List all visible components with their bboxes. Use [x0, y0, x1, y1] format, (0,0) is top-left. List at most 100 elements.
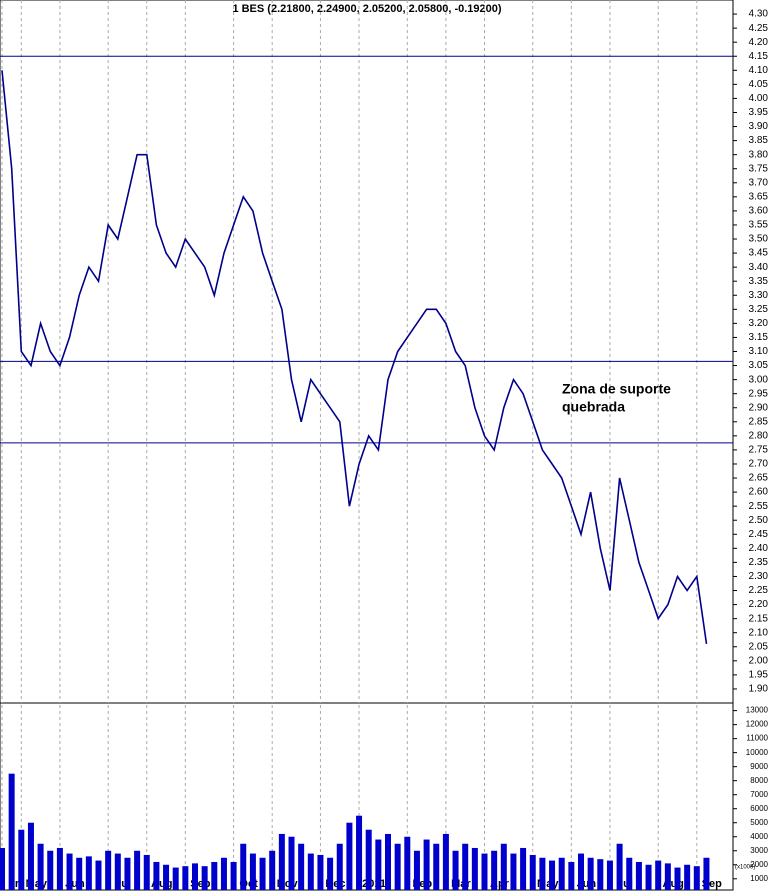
volume-bar [249, 853, 256, 890]
y-tick-label: 2.25 [749, 585, 769, 596]
volume-bar [288, 836, 295, 890]
volume-bar [56, 847, 63, 890]
y-tick-label: 2.15 [749, 613, 769, 624]
y-tick-label: 2.05 [749, 641, 769, 652]
y-tick-label: 3000 [750, 846, 768, 855]
y-tick-label: 3.55 [749, 220, 769, 231]
volume-bar [163, 864, 170, 890]
volume-bar [558, 857, 565, 890]
chart-title: 1 BES (2.21800, 2.24900, 2.05200, 2.0580… [232, 3, 501, 15]
y-tick-label: 4.20 [749, 37, 769, 48]
y-tick-label: 2.60 [749, 487, 769, 498]
volume-bar [385, 833, 391, 890]
y-tick-label: 2.55 [749, 501, 769, 512]
volume-bar [230, 861, 237, 890]
volume-bar [606, 860, 613, 890]
volume-bar [346, 822, 353, 890]
volume-bar [85, 856, 92, 890]
volume-bar [442, 833, 449, 890]
volume-bar [413, 850, 420, 890]
volume-bar [568, 861, 575, 890]
y-tick-label: 11000 [746, 734, 768, 743]
y-tick-label: 2.95 [749, 388, 769, 399]
volume-bar [240, 843, 247, 890]
x-tick-label: 2011 [362, 878, 386, 890]
y-tick-label: 3.75 [749, 163, 769, 174]
y-tick-label: 4.30 [749, 9, 769, 20]
volume-bar [37, 843, 44, 890]
volume-bar [269, 850, 276, 890]
volume-bar [259, 857, 266, 890]
volume-bar [655, 860, 662, 890]
volume-bar [327, 857, 334, 890]
volume-bar [674, 867, 681, 890]
volume-bar [491, 850, 498, 890]
volume-bar [278, 833, 285, 890]
volume-bar [336, 843, 343, 890]
volume-bar [375, 839, 382, 890]
volume-bar [27, 822, 34, 890]
y-tick-label: 2.35 [749, 557, 769, 568]
y-tick-label: 6000 [750, 804, 768, 813]
y-tick-label: 3.40 [749, 262, 769, 273]
y-tick-label: 3.10 [749, 346, 769, 357]
y-tick-label: 2.50 [749, 515, 769, 526]
y-tick-label: 2.40 [749, 543, 769, 554]
volume-bar [423, 839, 430, 890]
y-tick-label: 10000 [746, 748, 769, 757]
volume-bar [510, 853, 517, 890]
volume-bar [95, 860, 102, 890]
volume-bar [105, 850, 112, 890]
volume-bar [47, 850, 54, 890]
volume-bar [645, 864, 652, 890]
y-tick-label: 7000 [750, 790, 768, 799]
y-tick-label: 2.70 [749, 459, 769, 470]
volume-bar [616, 843, 623, 890]
y-tick-label: 1000 [750, 874, 768, 883]
volume-bar [124, 857, 131, 890]
volume-bar [143, 854, 150, 890]
volume-bar [549, 860, 556, 890]
volume-bar [0, 847, 5, 890]
volume-bar [192, 863, 198, 890]
volume-bar [201, 866, 208, 890]
y-tick-label: 1.90 [749, 684, 769, 695]
price-line [1, 70, 708, 645]
y-tick-label: 2.65 [749, 473, 769, 484]
volume-bar [298, 843, 305, 890]
y-tick-label: 3.25 [749, 304, 769, 315]
y-tick-label: 3.95 [749, 107, 769, 118]
volume-bar [539, 857, 546, 890]
volume-bar [626, 857, 633, 890]
y-tick-label: 4000 [750, 832, 768, 841]
y-tick-label: 3.35 [749, 276, 769, 287]
y-tick-label: 9000 [750, 762, 768, 771]
volume-bar [635, 861, 642, 890]
y-tick-label: 3.80 [749, 149, 769, 160]
volume-bar [66, 853, 73, 890]
y-tick-label: 12000 [746, 720, 769, 729]
volume-bar [578, 853, 584, 890]
y-tick-label: 2.10 [749, 627, 769, 638]
volume-bar [452, 850, 459, 890]
volume-bar [684, 864, 691, 890]
y-tick-label: 2.30 [749, 571, 769, 582]
y-tick-label: 5000 [750, 818, 768, 827]
y-tick-label: 4.25 [749, 23, 769, 34]
volume-bar [76, 857, 83, 890]
volume-bar [211, 861, 218, 890]
volume-bar [587, 857, 594, 890]
volume-unit-label: (x1000) [735, 865, 755, 871]
volume-bar [114, 853, 121, 890]
y-tick-label: 3.90 [749, 121, 769, 132]
volume-bar [703, 857, 710, 890]
y-tick-label: 4.15 [749, 51, 769, 62]
volume-bar [317, 854, 324, 890]
price-panel [0, 0, 734, 704]
y-tick-label: 2.80 [749, 431, 769, 442]
y-tick-label: 2.90 [749, 402, 769, 413]
volume-bar [172, 867, 179, 890]
y-tick-label: 3.70 [749, 177, 769, 188]
volume-bar [520, 847, 527, 890]
y-tick-label: 3.85 [749, 135, 769, 146]
